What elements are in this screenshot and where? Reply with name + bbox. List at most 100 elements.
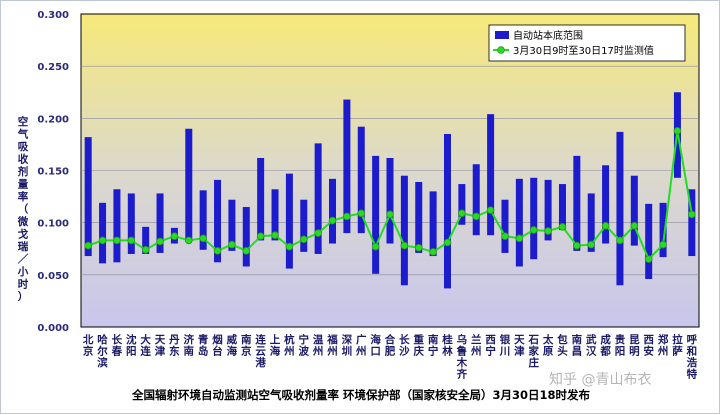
monitor-point: [314, 229, 322, 237]
range-bar: [113, 189, 121, 263]
monitor-point: [443, 238, 452, 247]
y-tick-label: 0.300: [37, 10, 69, 21]
range-bar: [285, 173, 293, 269]
monitor-point: [285, 242, 294, 251]
x-category-label: 哈尔滨: [96, 333, 108, 369]
monitor-point: [472, 212, 481, 221]
monitor-point: [184, 236, 193, 245]
range-bar: [630, 175, 638, 246]
monitor-point: [659, 240, 667, 249]
monitor-point: [299, 235, 308, 244]
monitor-point: [156, 237, 164, 246]
x-category-label: 广州: [355, 333, 367, 358]
x-category-label: 温州: [312, 333, 324, 358]
range-bar: [99, 202, 107, 264]
monitor-point: [501, 232, 509, 241]
x-category-label: 杭州: [283, 333, 295, 358]
range-bar: [587, 193, 595, 252]
x-category-label: 合肥: [384, 333, 396, 358]
watermark: 知乎 @青山布衣: [549, 372, 652, 388]
monitor-point: [429, 248, 437, 256]
monitor-point: [688, 210, 696, 219]
x-category-label: 烟台: [212, 333, 223, 358]
legend-line-marker: [497, 46, 505, 54]
x-category-label: 南昌: [572, 333, 583, 358]
x-category-label: 兰州: [470, 333, 482, 358]
range-bar: [199, 190, 207, 250]
monitor-point: [529, 226, 538, 234]
monitor-line: [84, 127, 696, 263]
x-category-label: 大连: [140, 333, 151, 358]
monitor-point: [616, 236, 624, 245]
monitor-point: [127, 236, 136, 245]
x-category-label: 太原: [542, 333, 554, 358]
x-category-label: 天津: [514, 334, 525, 358]
x-category-label: 南京: [241, 333, 252, 358]
x-category-label: 重庆: [412, 333, 424, 358]
monitor-point: [458, 209, 466, 218]
range-bar: [645, 203, 653, 280]
monitor-point: [242, 247, 251, 255]
range-bar: [343, 99, 351, 234]
range-bar: [515, 178, 523, 267]
range-bar: [156, 193, 164, 253]
monitor-point: [328, 216, 337, 225]
range-bar: [84, 137, 92, 257]
monitor-point: [357, 209, 366, 218]
x-category-label: 北京: [83, 333, 94, 358]
monitor-point: [544, 227, 552, 235]
legend-line-label: 3月30日9时至30日17时监测值: [513, 44, 654, 57]
y-axis-ticks: 0.000 0.050 0.100 0.150 0.200 0.250 0.300: [37, 10, 69, 334]
x-category-label: 海口: [370, 333, 381, 358]
range-bar: [127, 193, 135, 254]
range-bar: [544, 179, 552, 241]
x-category-label: 深圳: [342, 333, 353, 358]
range-bar: [530, 177, 538, 260]
x-category-label: 昆明: [629, 334, 640, 358]
x-category-label: 长沙: [399, 333, 410, 358]
range-bar: [458, 184, 466, 225]
x-category-label: 威海: [227, 333, 238, 358]
x-category-label: 呼和浩特: [686, 333, 698, 381]
y-tick-label: 0.100: [37, 219, 69, 230]
x-category-label: 郑州: [657, 333, 669, 358]
monitor-point: [386, 210, 394, 219]
range-bar: [688, 189, 696, 257]
x-category-label: 上海: [270, 333, 281, 358]
x-category-label: 武汉: [586, 333, 597, 358]
range-bar: [443, 133, 451, 289]
monitor-point: [228, 240, 236, 249]
monitor-point: [400, 241, 409, 250]
y-tick-label: 0.150: [37, 167, 69, 178]
x-category-label: 拉萨: [672, 333, 683, 358]
monitor-point: [601, 221, 610, 230]
range-bar: [257, 157, 265, 241]
x-category-label: 贵阳: [615, 333, 626, 358]
monitor-point: [414, 243, 423, 252]
range-bar: [214, 179, 222, 263]
monitor-point: [515, 234, 524, 243]
legend-box: [488, 24, 686, 62]
y-tick-label: 0.050: [37, 271, 69, 282]
x-category-label: 宁波: [299, 333, 310, 358]
legend-bar-swatch: [495, 31, 509, 39]
monitor-point: [98, 236, 107, 245]
range-bar: [602, 165, 610, 244]
x-category-label: 成都: [599, 333, 611, 358]
x-category-label: 丹东: [169, 334, 180, 358]
legend-range-label: 自动站本底范围: [513, 29, 583, 42]
range-bar: [429, 191, 437, 257]
y-tick-label: 0.250: [37, 62, 69, 73]
range-bar: [185, 128, 193, 242]
y-axis-label: 空气吸收剂量率（微戈瑞／小时）: [17, 115, 29, 303]
range-bar: [314, 143, 322, 254]
x-category-label: 西安: [643, 334, 654, 358]
range-bar: [400, 175, 408, 286]
range-bar: [228, 199, 236, 251]
range-bar: [271, 189, 279, 241]
x-category-label: 天津: [155, 334, 166, 358]
range-bar: [300, 199, 308, 252]
y-axis-title: 空气吸收剂量率（微戈瑞／小时）: [17, 115, 29, 303]
x-category-label: 青岛: [198, 333, 209, 358]
